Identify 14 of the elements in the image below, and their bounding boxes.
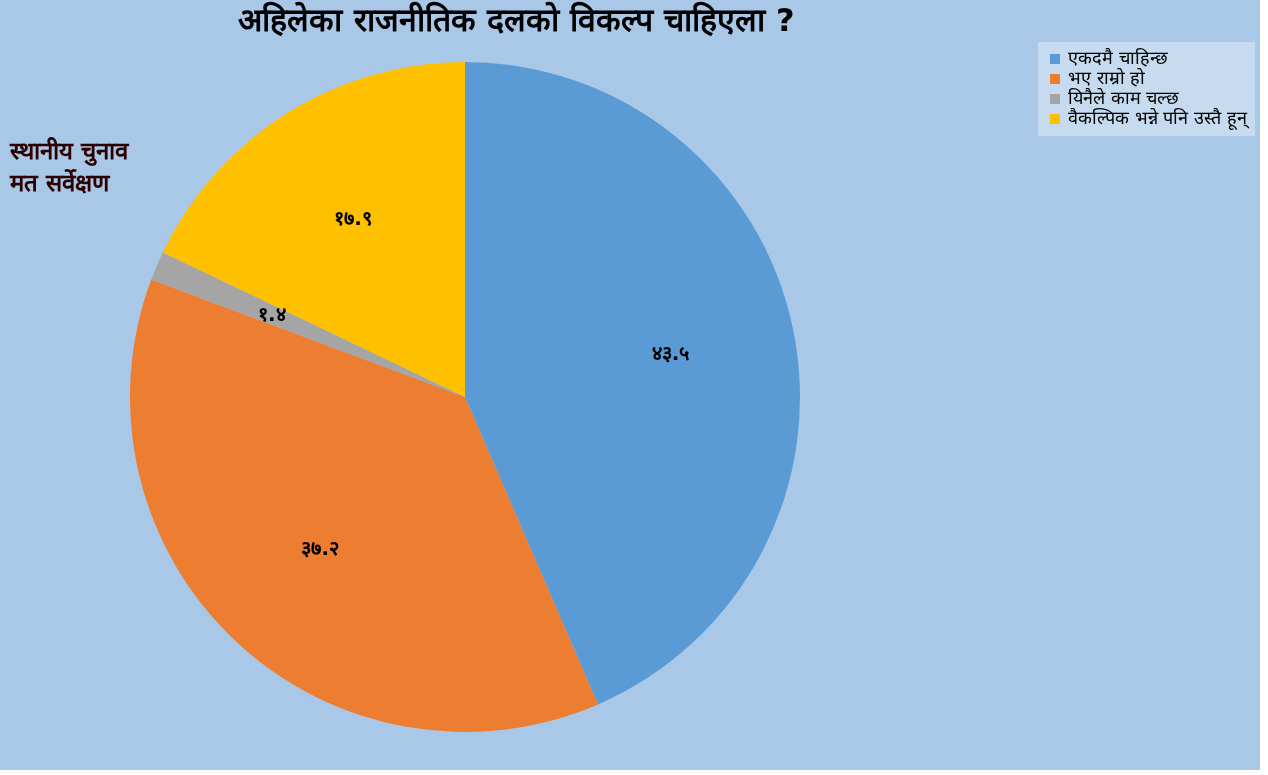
data-label: ३७.२ bbox=[301, 536, 340, 561]
legend-label: भए राम्रो हो bbox=[1068, 67, 1146, 88]
pie-slice bbox=[151, 252, 465, 397]
pie-slice bbox=[130, 279, 599, 732]
data-label: ४३.५ bbox=[651, 341, 690, 366]
legend-label: यिनैले काम चल्छ bbox=[1068, 87, 1180, 108]
legend-label: एकदमै चाहिन्छ bbox=[1068, 47, 1168, 68]
data-label: १.४ bbox=[257, 301, 286, 326]
data-label: १७.९ bbox=[334, 206, 372, 231]
pie-slice bbox=[465, 62, 800, 705]
chart-title: अहिलेका राजनीतिक दलको विकल्प चाहिएला ? bbox=[238, 1, 795, 39]
pie-slice bbox=[162, 62, 465, 397]
legend-label: वैकल्पिक भन्ने पनि उस्तै हून् bbox=[1068, 107, 1250, 131]
text: स्थानीय चुनाव मत सर्वेक्षण bbox=[9, 137, 131, 197]
